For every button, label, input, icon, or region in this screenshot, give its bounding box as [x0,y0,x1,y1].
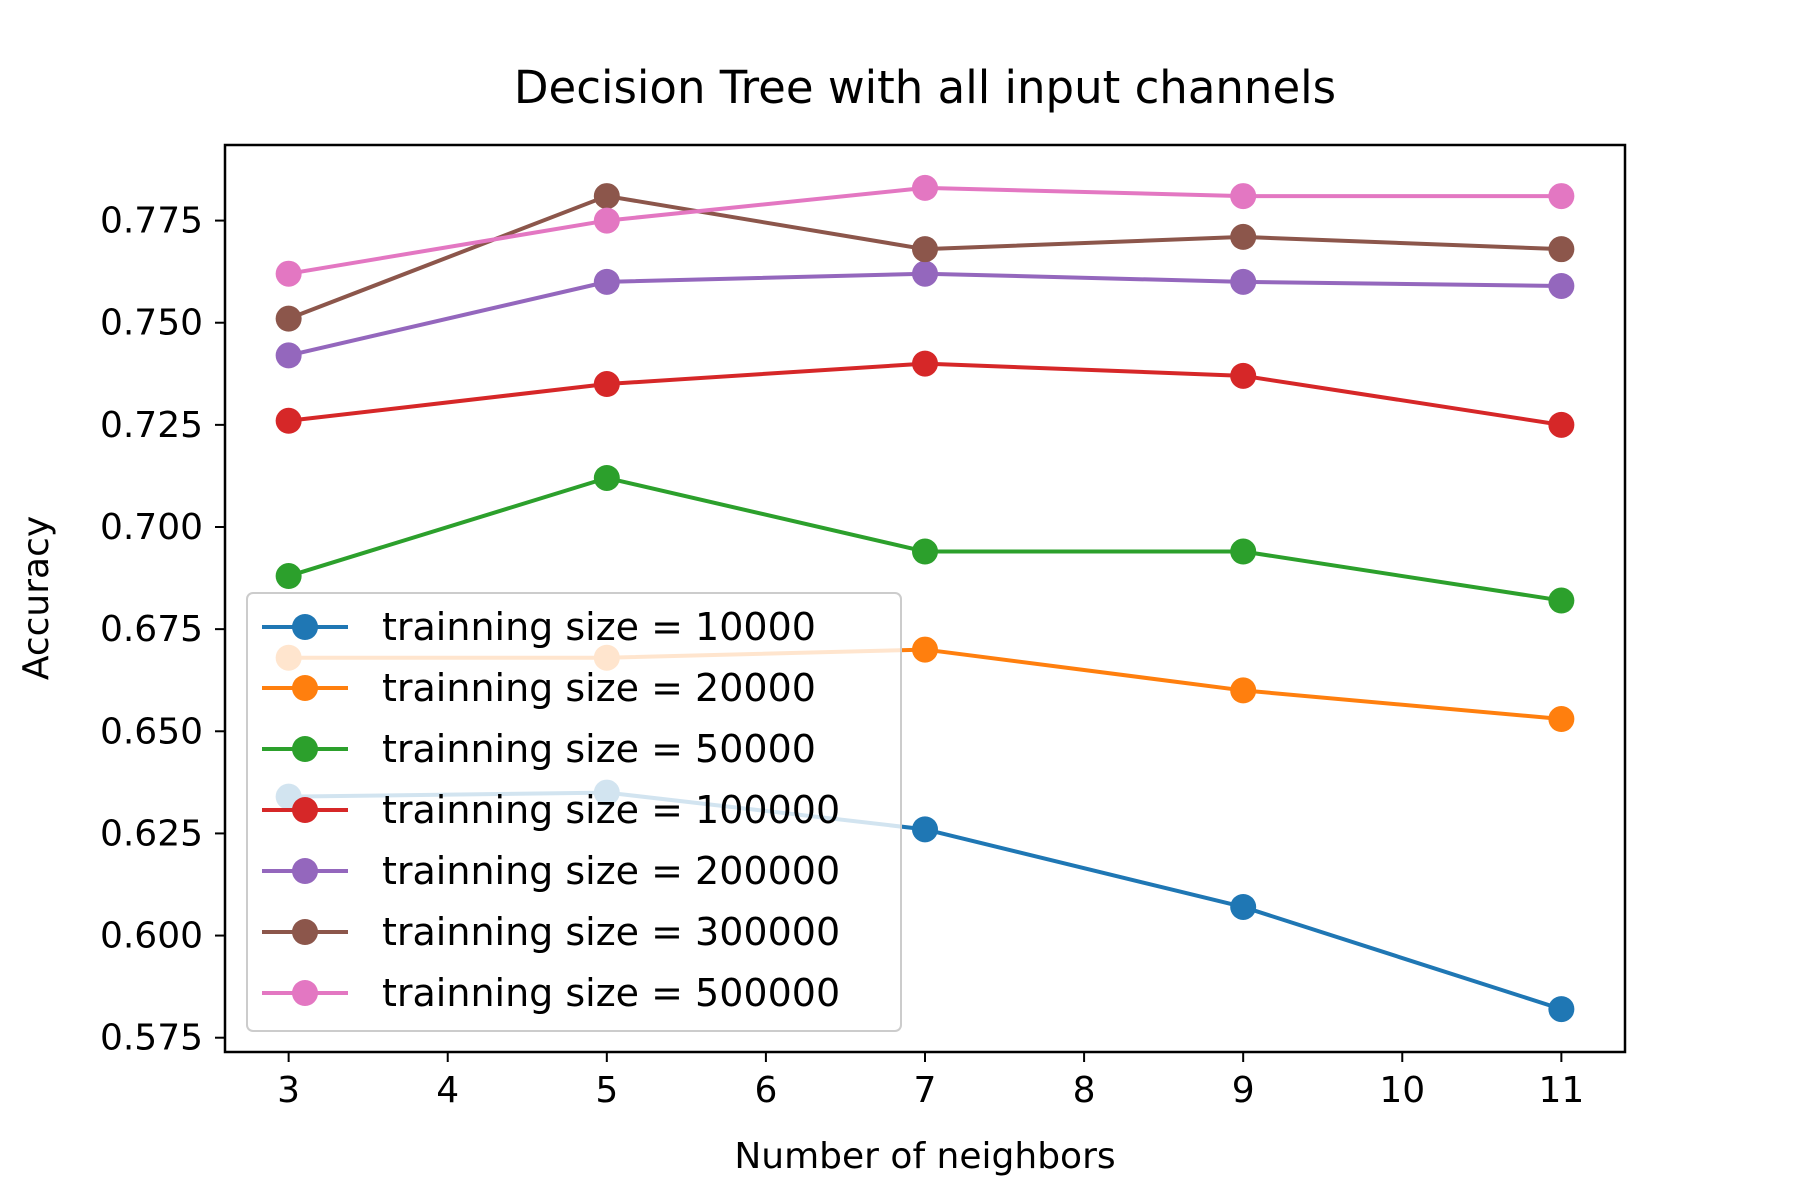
legend-marker [292,797,318,823]
legend-entry: trainning size = 100000 [262,788,840,832]
y-tick-label: 0.750 [100,303,203,344]
y-tick-label: 0.650 [100,711,203,752]
data-point [1548,706,1575,733]
x-tick-label: 8 [1073,1070,1096,1111]
legend-entries: trainning size = 10000 trainning size = 2… [262,605,840,1015]
legend-marker [292,614,318,640]
data-point [275,342,302,369]
legend-entry: trainning size = 20000 [262,666,816,710]
data-point [912,538,938,565]
data-point [593,183,620,210]
data-point [1548,411,1575,438]
y-tick-label: 0.725 [100,405,203,446]
x-tick-label: 5 [595,1070,618,1111]
y-tick-label: 0.675 [100,609,203,650]
series-2 [275,464,1575,614]
legend-label: trainning size = 500000 [382,971,840,1015]
data-point [912,816,938,843]
y-tick-label: 0.575 [100,1018,203,1059]
data-point [1230,268,1257,295]
legend-label: trainning size = 300000 [382,910,840,954]
legend-label: trainning size = 50000 [382,727,816,771]
legend-box [246,592,902,1032]
legend-label: trainning size = 100000 [382,788,840,832]
plot-frame [223,143,1627,1054]
data-point [275,563,302,590]
legend-marker [292,858,318,884]
data-point [912,350,938,377]
data-point [1230,538,1257,565]
data-point [1230,677,1257,704]
legend-marker [292,736,318,762]
data-point [1548,183,1575,210]
legend-entry: trainning size = 50000 [262,727,816,771]
data-point [275,305,302,332]
legend-marker [292,980,318,1006]
data-point [593,207,620,234]
data-point [1230,362,1257,389]
legend-entry: trainning size = 10000 [262,605,816,649]
x-tick-label: 10 [1379,1070,1425,1111]
y-axis-title: Accuracy [16,516,57,680]
legend-label: trainning size = 10000 [382,605,816,649]
data-point [1548,272,1575,299]
data-point [593,268,620,295]
x-tick-label: 6 [754,1070,777,1111]
data-point [1230,893,1257,920]
data-point [1230,223,1257,250]
x-tick-label: 3 [277,1070,300,1111]
legend-marker [292,919,318,945]
legend-entry: trainning size = 300000 [262,910,840,954]
series-6 [275,174,1575,287]
x-axis-title: Number of neighbors [734,1136,1115,1177]
legend: trainning size = 10000 trainning size = 2… [246,592,902,1032]
legend-marker [292,675,318,701]
legend-label: trainning size = 20000 [382,666,816,710]
data-point [1548,587,1575,614]
x-tick-label: 9 [1232,1070,1255,1111]
legend-entry: trainning size = 500000 [262,971,840,1015]
legend-entry: trainning size = 200000 [262,849,840,893]
x-tick-label: 4 [436,1070,459,1111]
data-point [593,371,620,398]
data-point [275,260,302,287]
series-3 [275,350,1575,438]
series-4 [275,260,1575,369]
x-tick-label: 7 [914,1070,937,1111]
data-point [912,236,938,263]
data-point [275,407,302,434]
data-point [593,464,620,491]
legend-label: trainning size = 200000 [382,849,840,893]
chart-title: Decision Tree with all input channels [514,61,1336,114]
data-point [1548,236,1575,263]
y-tick-label: 0.600 [100,916,203,957]
x-tick-label: 11 [1538,1070,1584,1111]
y-tick-label: 0.700 [100,507,203,548]
y-tick-label: 0.625 [100,813,203,854]
data-point [1548,996,1575,1023]
data-point [912,174,938,201]
data-point [912,260,938,287]
y-tick-label: 0.775 [100,201,203,242]
data-point [912,636,938,663]
series-layer [275,174,1575,1023]
axis-ticks: 3 4 5 6 7 8 9 10 11 0.575 0.600 0.625 0.650 0.675 0.70… [100,201,1584,1111]
data-point [1230,183,1257,210]
